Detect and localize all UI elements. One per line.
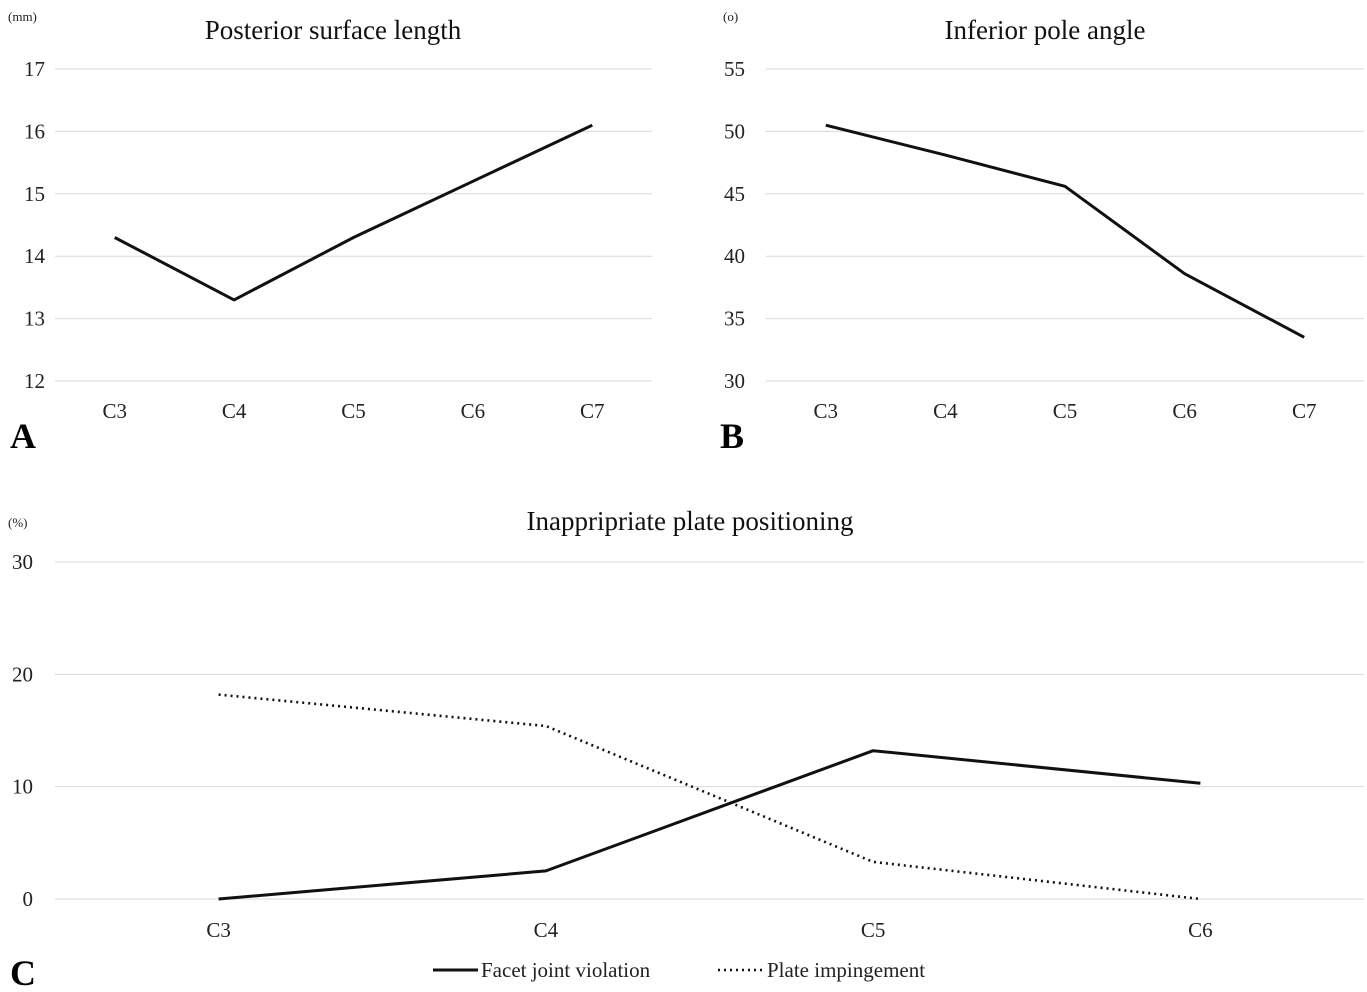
panel-c-y-ticks: 0 10 20 30 — [12, 550, 33, 911]
panel-a-unit: (mm) — [8, 9, 37, 24]
legend: Facet joint violation Plate impingement — [433, 958, 925, 982]
panel-a-x-ticks: C3 C4 C5 C6 C7 — [102, 399, 604, 423]
panel-c-series-line-2 — [218, 693, 1201, 901]
legend-item-facet-joint-violation: Facet joint violation — [433, 958, 651, 982]
panel-b-x-tick-label: C3 — [814, 399, 839, 423]
panel-c-x-tick-label: C5 — [861, 918, 886, 942]
panel-a-series-line-1 — [114, 123, 593, 302]
panel-a-y-tick-label: 16 — [24, 119, 45, 143]
panel-b-y-ticks: 30 35 40 45 50 55 — [724, 57, 745, 393]
panel-b-y-tick-label: 30 — [724, 369, 745, 393]
panel-c-x-ticks: C3 C4 C5 C6 — [206, 918, 1212, 942]
panel-a-y-tick-label: 14 — [24, 244, 46, 268]
panel-b-y-tick-label: 55 — [724, 57, 745, 81]
panel-b-series-line-1 — [825, 123, 1305, 339]
legend-label-facet-joint-violation: Facet joint violation — [481, 958, 651, 982]
panel-b-x-tick-label: C6 — [1172, 399, 1197, 423]
panel-a-title: Posterior surface length — [205, 15, 462, 45]
panel-b-x-tick-label: C5 — [1053, 399, 1078, 423]
panel-c-y-tick-label: 0 — [23, 887, 34, 911]
panel-a-series — [114, 123, 593, 302]
panel-c-series-line-1 — [218, 749, 1201, 901]
panel-c-x-tick-label: C4 — [534, 918, 559, 942]
panel-b-y-tick-label: 40 — [724, 244, 745, 268]
panel-a-y-ticks: 12 13 14 15 16 17 — [24, 57, 46, 393]
panel-b-unit: (o) — [723, 9, 738, 24]
panel-c-x-tick-label: C6 — [1188, 918, 1213, 942]
panel-a-x-tick-label: C6 — [461, 399, 486, 423]
legend-label-plate-impingement: Plate impingement — [767, 958, 925, 982]
panel-b-x-ticks: C3 C4 C5 C6 C7 — [814, 399, 1317, 423]
panel-c-series — [218, 693, 1201, 901]
panel-a-x-tick-label: C5 — [341, 399, 366, 423]
panel-b-x-tick-label: C7 — [1292, 399, 1317, 423]
panel-b-grid — [766, 68, 1364, 382]
panel-c-letter: C — [10, 953, 36, 992]
panel-b-y-tick-label: 45 — [724, 182, 745, 206]
panel-c-x-tick-label: C3 — [206, 918, 231, 942]
panel-c-y-tick-label: 20 — [12, 662, 33, 686]
panel-b-letter: B — [720, 416, 744, 456]
panel-b-y-tick-label: 50 — [724, 119, 745, 143]
panel-a: (mm) Posterior surface length 12 13 14 15 16… — [8, 9, 652, 456]
panel-b-x-tick-label: C4 — [933, 399, 958, 423]
panel-a-letter: A — [10, 416, 36, 456]
panel-c-grid — [55, 561, 1364, 900]
panel-a-y-tick-label: 17 — [24, 57, 45, 81]
panel-a-y-tick-label: 15 — [24, 182, 45, 206]
panel-a-y-tick-label: 13 — [24, 307, 45, 331]
panel-c-title: Inappripriate plate positioning — [527, 506, 854, 536]
panel-a-x-tick-label: C7 — [580, 399, 605, 423]
panel-c: (%) Inappripriate plate positioning 0 10 2… — [8, 506, 1364, 992]
panel-a-x-tick-label: C4 — [222, 399, 247, 423]
panel-b-title: Inferior pole angle — [945, 15, 1146, 45]
panel-a-grid — [55, 68, 652, 382]
panel-b-series — [825, 123, 1305, 339]
panel-a-y-tick-label: 12 — [24, 369, 45, 393]
panel-b-y-tick-label: 35 — [724, 307, 745, 331]
panel-a-x-tick-label: C3 — [102, 399, 127, 423]
legend-item-plate-impingement: Plate impingement — [718, 958, 925, 982]
panel-c-y-tick-label: 10 — [12, 775, 33, 799]
panel-c-unit: (%) — [8, 515, 28, 530]
panel-c-y-tick-label: 30 — [12, 550, 33, 574]
